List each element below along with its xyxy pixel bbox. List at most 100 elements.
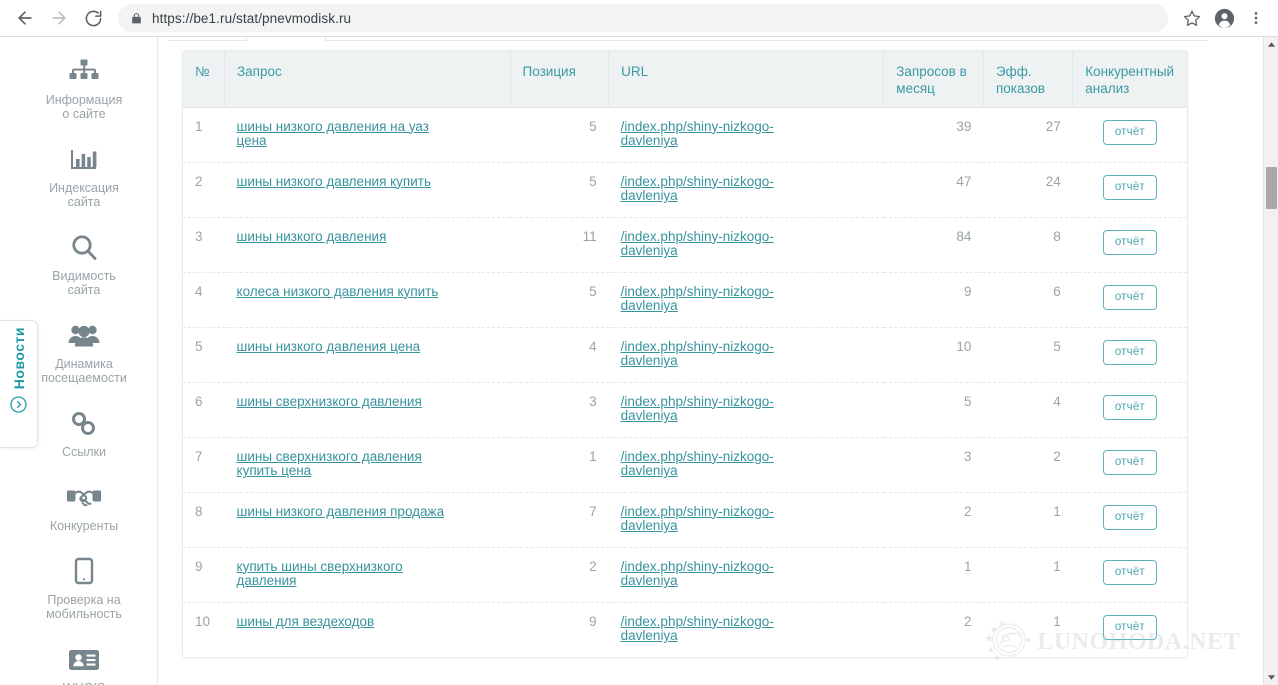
column-header-competitive-analysis[interactable]: Конкурентный анализ xyxy=(1072,51,1187,107)
report-button[interactable]: отчёт xyxy=(1102,504,1157,530)
report-button[interactable]: отчёт xyxy=(1102,614,1157,640)
url-link[interactable]: /index.php/shiny-nizkogo-davleniya xyxy=(620,393,774,423)
scrollbar-thumb[interactable] xyxy=(1266,167,1277,209)
browser-menu-icon[interactable] xyxy=(1240,2,1272,34)
cell-competitive-analysis: отчёт xyxy=(1073,162,1187,217)
url-link[interactable]: /index.php/shiny-nizkogo-davleniya xyxy=(620,283,774,313)
cell-url: /index.php/shiny-nizkogo-davleniya xyxy=(609,162,884,217)
report-button[interactable]: отчёт xyxy=(1102,229,1157,255)
sidebar-item-whois[interactable]: WHOIS xyxy=(10,643,158,685)
column-header-requests-per-month[interactable]: Запросов в месяц xyxy=(883,51,984,107)
scroll-up-arrow-icon[interactable] xyxy=(1264,37,1278,52)
sidebar-item-label: WHOIS xyxy=(16,681,152,685)
cell-position: 3 xyxy=(589,393,597,409)
url-link[interactable]: /index.php/shiny-nizkogo-davleniya xyxy=(620,338,774,368)
sidebar-item-links[interactable]: Ссылки xyxy=(10,407,158,481)
cell-position: 5 xyxy=(589,118,597,134)
profile-avatar-icon[interactable] xyxy=(1208,2,1240,34)
column-header-query[interactable]: Запрос xyxy=(224,51,511,107)
query-link[interactable]: шины низкого давления продажа xyxy=(236,503,445,519)
cell-competitive-analysis: отчёт xyxy=(1073,602,1187,657)
table-row: 5 шины низкого давления цена 4/index.php/s… xyxy=(183,327,1187,382)
scroll-down-arrow-icon[interactable] xyxy=(1264,670,1278,685)
cell-query: шины для вездеходов xyxy=(225,602,511,657)
report-button[interactable]: отчёт xyxy=(1102,339,1157,365)
cell-position: 1 xyxy=(589,448,597,464)
browser-actions xyxy=(1176,2,1278,34)
cell-url: /index.php/shiny-nizkogo-davleniya xyxy=(609,437,884,492)
cell-url: /index.php/shiny-nizkogo-davleniya xyxy=(609,327,884,382)
cell-requests-per-month: 2 xyxy=(963,613,972,629)
query-link[interactable]: колеса низкого давления купить xyxy=(236,283,439,299)
sidebar-item-competitors[interactable]: Конкуренты xyxy=(10,481,158,555)
magnifier-icon xyxy=(16,231,152,265)
report-button[interactable]: отчёт xyxy=(1102,449,1157,475)
cell-url: /index.php/shiny-nizkogo-davleniya xyxy=(609,272,884,327)
page-viewport: Информация о сайте Индексация сайта xyxy=(0,37,1278,685)
table-row: 9 купить шины сверхнизкого давления 2/inde… xyxy=(183,547,1187,602)
column-header-position[interactable]: Позиция xyxy=(510,51,610,107)
cell-query: колеса низкого давления купить xyxy=(225,272,511,327)
cell-row-number: 1 xyxy=(195,118,203,134)
url-link[interactable]: /index.php/shiny-nizkogo-davleniya xyxy=(620,613,774,643)
cell-effective-impressions: 5 xyxy=(1053,338,1061,354)
sidebar-item-mobile-check[interactable]: Проверка на мобильность xyxy=(10,555,158,643)
id-card-icon xyxy=(16,643,152,677)
cell-url: /index.php/shiny-nizkogo-davleniya xyxy=(609,547,884,602)
url-link[interactable]: /index.php/shiny-nizkogo-davleniya xyxy=(620,503,774,533)
cell-url: /index.php/shiny-nizkogo-davleniya xyxy=(609,107,884,162)
query-link[interactable]: шины низкого давления купить xyxy=(236,173,431,189)
table-row: 8 шины низкого давления продажа 7/index.ph… xyxy=(183,492,1187,547)
query-link[interactable]: купить шины сверхнизкого давления xyxy=(236,558,403,588)
news-side-tab[interactable]: Новости xyxy=(0,320,38,448)
query-link[interactable]: шины низкого давления xyxy=(236,228,387,244)
table-row: 3 шины низкого давления 11/index.php/shiny… xyxy=(183,217,1187,272)
cell-position: 4 xyxy=(589,338,597,354)
url-link[interactable]: /index.php/shiny-nizkogo-davleniya xyxy=(620,448,774,478)
url-link[interactable]: /index.php/shiny-nizkogo-davleniya xyxy=(620,118,774,148)
address-bar[interactable]: https://be1.ru/stat/pnevmodisk.ru xyxy=(118,4,1168,32)
chain-link-icon xyxy=(16,407,152,441)
cell-effective-impressions: 8 xyxy=(1053,228,1061,244)
url-link[interactable]: /index.php/shiny-nizkogo-davleniya xyxy=(620,558,774,588)
back-button[interactable] xyxy=(8,1,42,35)
column-header-url[interactable]: URL xyxy=(608,51,885,107)
cell-query: шины низкого давления продажа xyxy=(225,492,511,547)
sidebar-item-indexation[interactable]: Индексация сайта xyxy=(10,143,158,231)
cell-competitive-analysis: отчёт xyxy=(1073,217,1187,272)
url-text: https://be1.ru/stat/pnevmodisk.ru xyxy=(152,10,352,26)
table-row: 4 колеса низкого давления купить 5/index.p… xyxy=(183,272,1187,327)
cell-position: 5 xyxy=(589,283,597,299)
sidebar-item-site-info[interactable]: Информация о сайте xyxy=(10,55,158,143)
report-button[interactable]: отчёт xyxy=(1102,119,1157,145)
query-link[interactable]: шины сверхнизкого давления купить цена xyxy=(236,448,422,478)
cell-query: шины низкого давления цена xyxy=(225,327,511,382)
users-icon xyxy=(16,319,152,353)
url-link[interactable]: /index.php/shiny-nizkogo-davleniya xyxy=(620,173,774,203)
queries-card: № Запрос Позиция URL Запросов в месяц Эф… xyxy=(182,50,1188,658)
url-link[interactable]: /index.php/shiny-nizkogo-davleniya xyxy=(620,228,774,258)
page-scrollbar[interactable] xyxy=(1263,37,1278,685)
query-link[interactable]: шины низкого давления цена xyxy=(236,338,421,354)
forward-button[interactable] xyxy=(42,1,76,35)
query-link[interactable]: шины для вездеходов xyxy=(236,613,375,629)
tab-active-indicator[interactable] xyxy=(246,37,326,41)
cell-competitive-analysis: отчёт xyxy=(1073,492,1187,547)
cell-position: 7 xyxy=(589,503,597,519)
bookmark-star-icon[interactable] xyxy=(1176,2,1208,34)
reload-button[interactable] xyxy=(76,1,110,35)
sidebar-item-label: Информация о сайте xyxy=(45,93,123,121)
cell-query: шины низкого давления на уаз цена xyxy=(225,107,511,162)
report-button[interactable]: отчёт xyxy=(1102,394,1157,420)
cell-row-number: 6 xyxy=(195,393,203,409)
report-button[interactable]: отчёт xyxy=(1102,174,1157,200)
column-header-effective-impressions[interactable]: Эфф. показов xyxy=(983,51,1074,107)
report-button[interactable]: отчёт xyxy=(1102,284,1157,310)
cell-requests-per-month: 84 xyxy=(956,228,972,244)
sidebar-item-traffic-dynamics[interactable]: Динамика посещаемости xyxy=(10,319,158,407)
sidebar-item-visibility[interactable]: Видимость сайта xyxy=(10,231,158,319)
query-link[interactable]: шины низкого давления на уаз цена xyxy=(236,118,429,148)
report-button[interactable]: отчёт xyxy=(1102,559,1157,585)
column-header-num[interactable]: № xyxy=(183,51,226,107)
query-link[interactable]: шины сверхнизкого давления xyxy=(236,393,422,409)
